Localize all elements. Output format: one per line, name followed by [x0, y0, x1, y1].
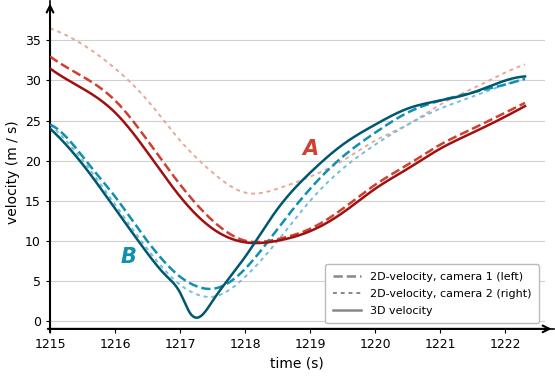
Text: A: A	[302, 139, 319, 159]
Text: B: B	[120, 247, 136, 267]
Y-axis label: velocity (m / s): velocity (m / s)	[6, 121, 19, 224]
Legend: 2D-velocity, camera 1 (left), 2D-velocity, camera 2 (right), 3D velocity: 2D-velocity, camera 1 (left), 2D-velocit…	[325, 264, 539, 323]
X-axis label: time (s): time (s)	[270, 356, 324, 370]
